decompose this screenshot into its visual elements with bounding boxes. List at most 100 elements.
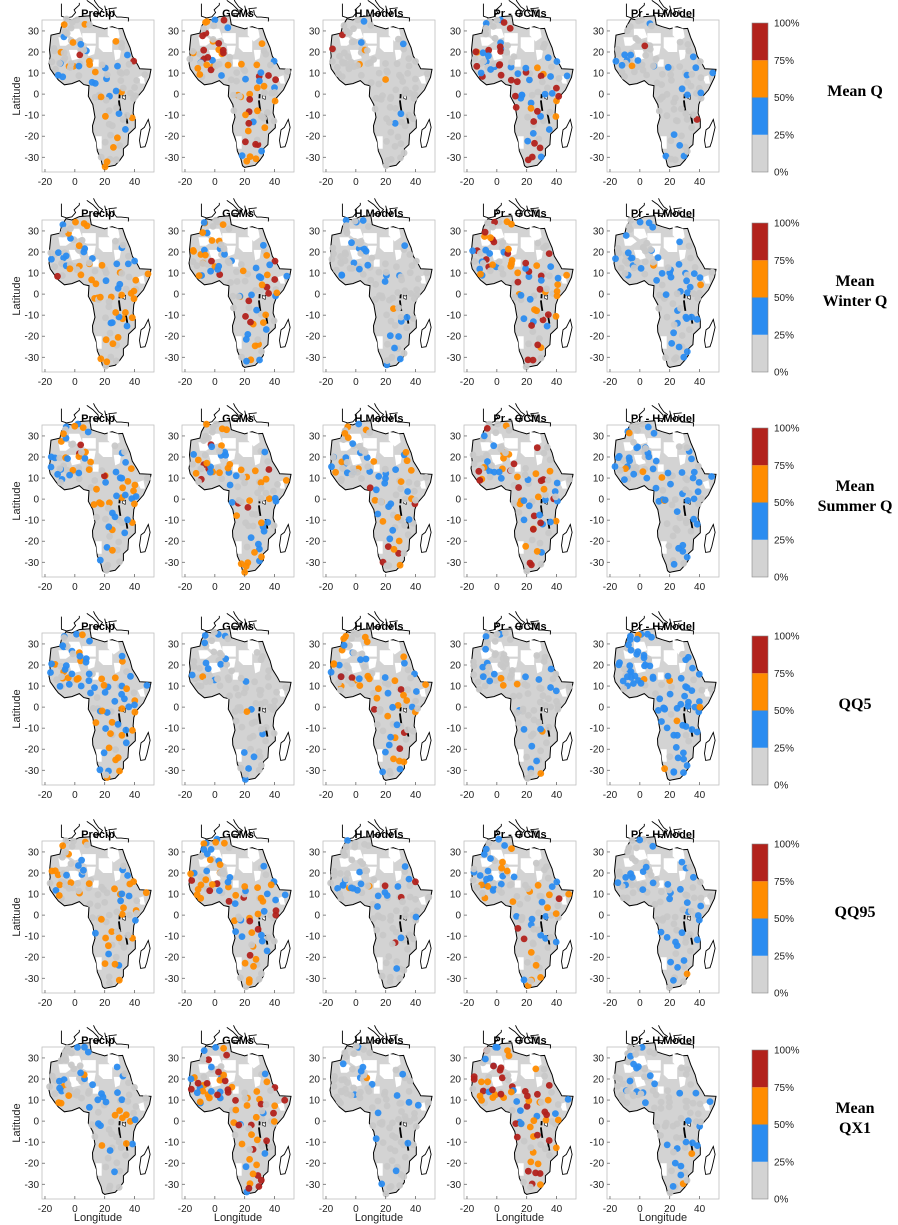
x-tick-label: -20 [319, 790, 334, 801]
plot-frame [181, 424, 295, 578]
station-point [107, 353, 115, 361]
ungauged-region [376, 541, 383, 554]
ungauged-region [235, 749, 242, 762]
ungauged-region [517, 136, 524, 149]
madagascar-outline [704, 1145, 716, 1175]
station-point [197, 873, 205, 881]
coastline-europe [244, 1032, 257, 1045]
station-point [227, 76, 235, 84]
station-point [690, 676, 697, 684]
station-point [237, 764, 245, 772]
station-point [258, 519, 265, 527]
station-point [689, 664, 696, 672]
row-label: Mean Q [827, 83, 883, 100]
station-point [547, 703, 555, 711]
plot-frame [463, 424, 577, 578]
station-point [240, 66, 248, 73]
station-point [246, 734, 254, 742]
station-point [116, 767, 123, 775]
madagascar-outline [561, 1145, 573, 1175]
station-point [694, 500, 702, 508]
station-point [91, 267, 99, 275]
station-point [545, 723, 553, 731]
colorbar-segment [752, 1050, 768, 1088]
station-point [228, 667, 236, 675]
station-point [615, 454, 622, 462]
station-point [545, 1137, 553, 1144]
station-point [261, 89, 268, 97]
station-point [508, 220, 515, 228]
station-point [200, 1073, 208, 1081]
station-point [521, 471, 529, 479]
station-point [364, 672, 372, 680]
colorbar-segment [752, 1124, 768, 1162]
station-point [47, 453, 55, 461]
y-tick-label: 10 [593, 69, 605, 80]
station-point [525, 711, 532, 719]
rift-lake [546, 113, 551, 124]
station-point [101, 472, 108, 480]
station-point [86, 637, 93, 645]
station-point [202, 876, 210, 884]
station-point [614, 245, 622, 252]
ungauged-region [520, 650, 535, 665]
ungauged-region [235, 1163, 242, 1176]
station-point [642, 445, 649, 452]
station-point [224, 635, 232, 643]
station-point [367, 276, 375, 284]
rift-lake [258, 713, 262, 725]
station-point [654, 916, 661, 923]
station-point [639, 66, 647, 74]
coastline-europe [625, 2, 645, 19]
x-axis-label: Longitude [214, 1212, 262, 1224]
station-point [356, 682, 364, 689]
station-point [670, 321, 678, 328]
station-point [664, 672, 672, 680]
station-point [281, 891, 289, 899]
y-tick-label: 0 [173, 290, 179, 301]
station-point [476, 476, 484, 484]
station-point [368, 1104, 376, 1111]
station-point [101, 960, 109, 967]
station-point [335, 661, 343, 669]
station-point [206, 1094, 213, 1102]
coastline-europe [482, 202, 502, 219]
station-point [544, 1096, 552, 1104]
station-point [224, 1086, 232, 1094]
station-point [536, 511, 543, 519]
y-tick-label: 30 [309, 26, 321, 37]
ungauged-region [559, 688, 567, 697]
station-point [640, 881, 647, 888]
x-axis-label: Longitude [74, 1212, 122, 1224]
station-point [543, 322, 551, 330]
colorbar: 0%25%50%75%100% [751, 632, 800, 792]
station-point [403, 697, 411, 704]
x-tick-label: 0 [353, 377, 359, 388]
y-tick-label: 0 [598, 290, 604, 301]
station-point [102, 725, 109, 732]
station-point [524, 156, 532, 164]
station-point [343, 27, 350, 35]
y-tick-label: 0 [33, 703, 39, 714]
station-point [678, 858, 686, 866]
ungauged-region [678, 49, 687, 61]
x-tick-label: -20 [319, 582, 334, 593]
coastline-europe [92, 834, 99, 839]
ungauged-region [222, 854, 236, 865]
station-point [534, 239, 542, 247]
x-tick-label: -20 [178, 998, 193, 1009]
station-point [478, 1078, 485, 1086]
station-point [248, 929, 256, 936]
colorbar-segment [752, 260, 768, 298]
y-tick-label: 20 [168, 661, 180, 672]
station-point [80, 866, 87, 874]
station-point [74, 1044, 81, 1051]
station-point [690, 495, 698, 503]
y-tick-label: 20 [450, 48, 462, 59]
station-point [523, 567, 531, 575]
station-point [246, 497, 254, 504]
station-point [62, 848, 69, 856]
coastline-europe [678, 1036, 695, 1049]
station-point [382, 748, 389, 756]
y-tick-label: -30 [165, 1180, 180, 1191]
